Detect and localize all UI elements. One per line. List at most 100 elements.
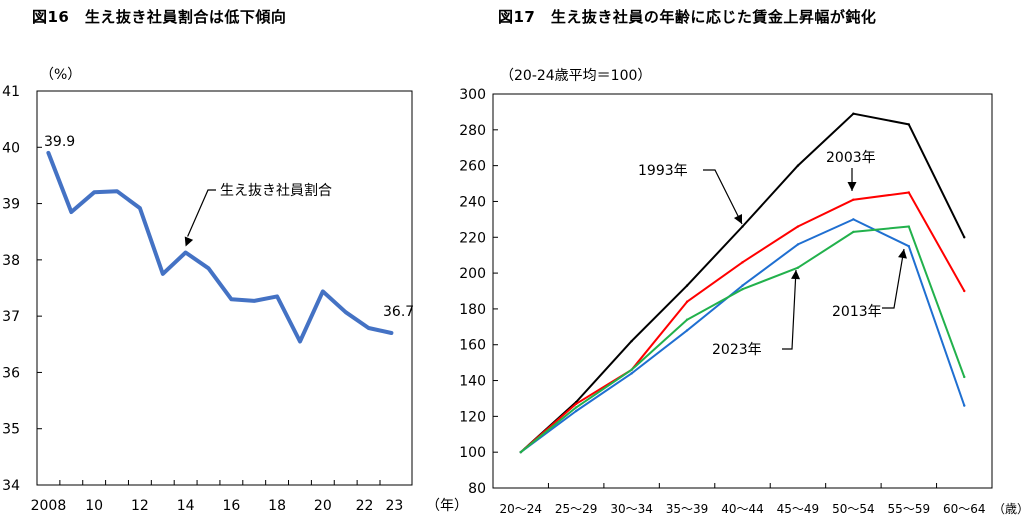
- data-point: [115, 189, 119, 193]
- x-axis-unit: （歳）: [993, 502, 1024, 516]
- y-tick-label: 240: [459, 194, 486, 210]
- data-point: [852, 218, 855, 221]
- y-tick-label: 40: [2, 140, 20, 156]
- series-label: 2023年: [712, 342, 762, 358]
- data-point: [907, 245, 911, 248]
- y-tick-label: 34: [2, 478, 20, 494]
- x-tick-label: 55～59: [888, 502, 931, 516]
- data-label: 36.7: [383, 304, 414, 320]
- y-tick-label: 300: [459, 87, 486, 103]
- data-point: [321, 289, 325, 293]
- series-label-leader: [782, 269, 797, 350]
- y-tick-label: 120: [459, 409, 486, 425]
- x-tick-label: 12: [131, 498, 149, 514]
- data-point: [907, 225, 911, 228]
- data-point: [741, 284, 744, 287]
- x-tick-label: 40～44: [721, 502, 764, 516]
- series-label-leader: [703, 169, 743, 225]
- y-tick-label: 200: [459, 266, 486, 282]
- data-point: [963, 404, 966, 407]
- y-tick-label: 80: [468, 481, 486, 497]
- y-tick-label: 140: [459, 374, 486, 390]
- y-tick-label: 38: [2, 253, 20, 269]
- data-point: [796, 243, 800, 246]
- data-point: [138, 206, 142, 210]
- x-tick-label: 22: [356, 498, 374, 514]
- y-tick-label: 37: [2, 309, 20, 325]
- data-point: [574, 409, 578, 413]
- series-label: 2013年: [832, 304, 882, 320]
- x-tick-label: 25～29: [555, 502, 598, 516]
- data-point: [741, 288, 744, 291]
- y-tick-label: 260: [459, 159, 486, 175]
- data-point: [907, 123, 911, 126]
- y-tick-label: 180: [459, 302, 486, 318]
- annotation-leader: [187, 189, 216, 237]
- data-point: [685, 329, 689, 332]
- data-point: [574, 406, 578, 409]
- chart-panel-1: 図16 生え抜き社員割合は低下傾向 34 35 36 37 38 39 40 41 2008 10…: [0, 0, 470, 526]
- data-point: [741, 225, 744, 228]
- x-tick-label: 14: [177, 498, 195, 514]
- data-point: [963, 236, 966, 239]
- y-axis-unit: （20-24歳平均＝100）: [500, 68, 651, 84]
- data-point: [252, 299, 256, 303]
- chart-title: 図17 生え抜き社員の年齢に応じた賃金上昇幅が鈍化: [498, 8, 877, 26]
- series-label-leader: [882, 248, 905, 309]
- x-tick-label: 16: [222, 498, 240, 514]
- x-tick-label: 2008: [31, 498, 67, 514]
- data-point: [796, 225, 800, 228]
- x-tick-label: 20～24: [499, 502, 542, 516]
- data-point: [685, 284, 689, 287]
- annotation-arrowhead: [184, 236, 194, 247]
- y-tick-label: 100: [459, 445, 486, 461]
- data-point: [161, 272, 165, 276]
- data-point: [184, 250, 188, 255]
- x-tick-label: 45～49: [777, 502, 820, 516]
- data-point: [389, 331, 394, 335]
- data-point: [741, 261, 744, 264]
- data-point: [206, 266, 211, 270]
- series-label-arrowhead: [898, 249, 907, 259]
- series-label-arrowhead: [847, 182, 857, 191]
- x-tick-label: 35～39: [666, 502, 709, 516]
- x-tick-label: 23: [386, 498, 404, 514]
- chart-1-svg: 34 35 36 37 38 39 40 41 2008 10 12 14 16 18 20 22 23 （%） （…: [2, 67, 468, 514]
- x-tick-label: 20: [314, 498, 332, 514]
- data-point: [796, 164, 800, 167]
- series-line: [520, 191, 966, 453]
- data-point: [852, 230, 855, 234]
- x-tick-label: 30～34: [610, 502, 653, 516]
- y-tick-label: 280: [459, 123, 486, 139]
- data-point: [344, 310, 348, 314]
- x-tick-label: 10: [85, 498, 103, 514]
- x-tick-label: 18: [268, 498, 286, 514]
- data-label: 39.9: [44, 134, 75, 150]
- data-point: [685, 300, 689, 303]
- series-label: 生え抜き社員割合: [220, 182, 332, 199]
- data-point: [92, 190, 96, 194]
- data-point: [275, 294, 279, 299]
- data-point: [685, 318, 689, 321]
- chart-panel-2: 図17 生え抜き社員の年齢に応じた賃金上昇幅が鈍化 80 100 120 140 160…: [459, 0, 1024, 526]
- data-point: [963, 375, 966, 379]
- y-tick-label: 41: [2, 84, 20, 100]
- y-axis-unit: （%）: [40, 67, 81, 83]
- data-point: [366, 326, 371, 330]
- x-tick-label: 50～54: [832, 502, 875, 516]
- data-point: [298, 339, 302, 344]
- y-tick-label: 160: [459, 338, 486, 354]
- data-point: [69, 210, 73, 214]
- y-tick-label: 35: [2, 422, 20, 438]
- series-line: [520, 225, 966, 453]
- chart-2-svg: 80 100 120 140 160 180 200 220 240 260 280 300 20～24…: [459, 68, 1024, 516]
- data-point: [519, 450, 522, 454]
- x-tick-label: 60～64: [943, 502, 986, 516]
- x-axis-unit: （年）: [426, 498, 468, 514]
- series-line: [46, 150, 394, 344]
- y-tick-label: 220: [459, 230, 486, 246]
- data-point: [630, 339, 633, 343]
- data-point: [46, 151, 51, 155]
- data-point: [796, 266, 800, 269]
- data-point: [229, 297, 233, 301]
